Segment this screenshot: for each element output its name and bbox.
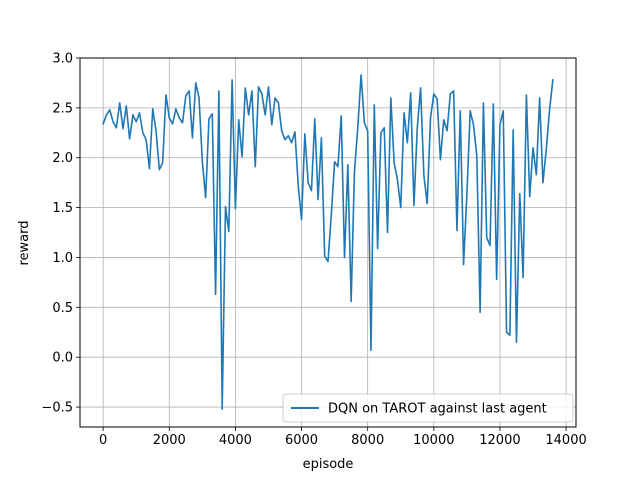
- axis-ticks: 0 2000 4000 6000 8000 10000 12000 14000 −0.5 0.0 0…: [41, 52, 586, 449]
- y-tick-label: 2.0: [52, 151, 73, 166]
- y-tick-label: 3.0: [52, 52, 73, 67]
- series-layer: [102, 74, 554, 410]
- series-line: [102, 74, 554, 410]
- x-tick-label: 8000: [351, 433, 384, 448]
- x-axis-label: episode: [303, 457, 354, 472]
- legend: DQN on TAROT against last agent: [282, 393, 574, 423]
- y-axis-label: reward: [17, 220, 32, 265]
- y-tick-label: −0.5: [41, 401, 73, 416]
- x-tick-label: 0: [99, 433, 107, 448]
- x-tick-label: 14000: [545, 433, 586, 448]
- legend-box: [282, 393, 574, 423]
- y-tick-label: 1.5: [52, 201, 73, 216]
- x-tick-label: 2000: [153, 433, 186, 448]
- x-tick-label: 4000: [219, 433, 252, 448]
- y-tick-label: 0.5: [52, 301, 73, 316]
- plot-frame: [79, 57, 577, 428]
- y-tick-label: 0.0: [52, 351, 73, 366]
- x-tick-label: 6000: [285, 433, 318, 448]
- legend-label: DQN on TAROT against last agent: [328, 402, 547, 417]
- grid: [80, 57, 576, 427]
- x-tick-label: 10000: [413, 433, 454, 448]
- y-tick-label: 2.5: [52, 101, 73, 116]
- y-tick-label: 1.0: [52, 251, 73, 266]
- x-tick-label: 12000: [479, 433, 520, 448]
